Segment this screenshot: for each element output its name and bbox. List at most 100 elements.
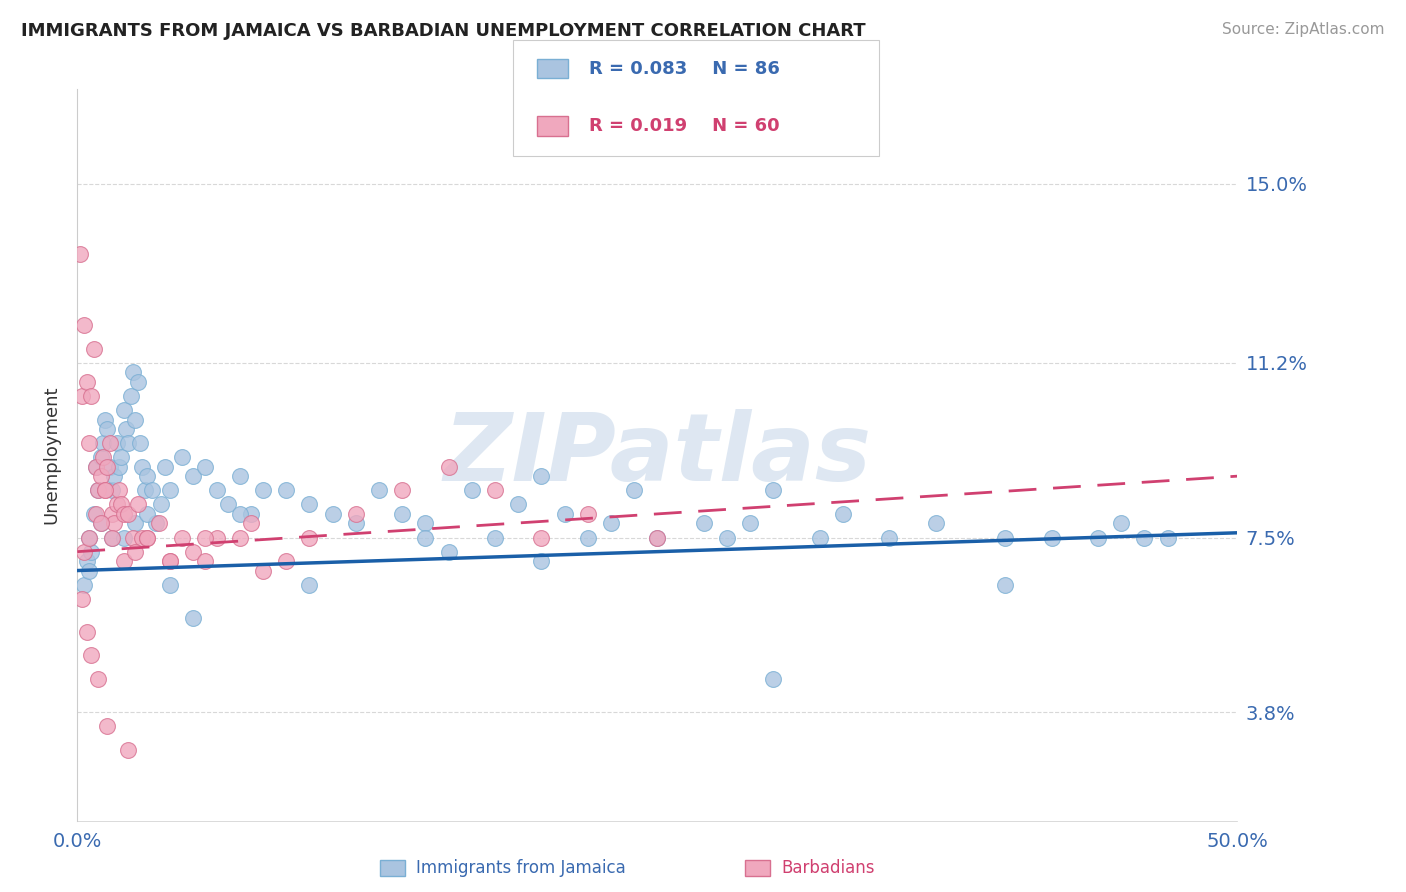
Point	[124, 412, 146, 426]
Point	[101, 531, 124, 545]
Point	[228, 469, 252, 483]
Point	[103, 516, 125, 531]
Point	[115, 422, 138, 436]
Text: Barbadians: Barbadians	[782, 859, 876, 877]
Point	[194, 531, 217, 545]
Point	[240, 516, 263, 531]
Point	[554, 507, 576, 521]
Point	[84, 459, 107, 474]
Point	[413, 516, 436, 531]
Point	[530, 531, 553, 545]
Point	[576, 507, 599, 521]
Point	[148, 516, 170, 531]
Point	[484, 483, 506, 498]
Point	[716, 531, 738, 545]
Point	[647, 531, 669, 545]
Point	[77, 531, 100, 545]
Point	[437, 459, 460, 474]
Point	[344, 507, 367, 521]
Point	[276, 483, 298, 498]
Point	[1133, 531, 1156, 545]
Point	[117, 436, 139, 450]
Text: Source: ZipAtlas.com: Source: ZipAtlas.com	[1222, 22, 1385, 37]
Point	[228, 531, 252, 545]
Point	[96, 459, 118, 474]
Point	[252, 483, 274, 498]
Point	[145, 516, 167, 531]
Point	[994, 531, 1017, 545]
Point	[228, 507, 252, 521]
Point	[762, 483, 785, 498]
Point	[112, 531, 135, 545]
Point	[205, 483, 228, 498]
Point	[76, 554, 98, 568]
Point	[136, 507, 159, 521]
Y-axis label: Unemployment: Unemployment	[42, 385, 60, 524]
Point	[83, 507, 105, 521]
Point	[141, 483, 163, 498]
Point	[90, 450, 111, 465]
Point	[76, 375, 98, 389]
Point	[391, 483, 413, 498]
Point	[124, 544, 146, 558]
Point	[576, 531, 599, 545]
Point	[77, 436, 100, 450]
Point	[159, 483, 181, 498]
Point	[344, 516, 367, 531]
Point	[73, 318, 96, 333]
Point	[240, 507, 263, 521]
Point	[159, 554, 181, 568]
Point	[117, 743, 139, 757]
Point	[87, 483, 110, 498]
Point	[1111, 516, 1133, 531]
Point	[91, 436, 114, 450]
Text: Immigrants from Jamaica: Immigrants from Jamaica	[416, 859, 626, 877]
Point	[276, 554, 298, 568]
Point	[131, 459, 153, 474]
Point	[83, 342, 105, 356]
Point	[159, 577, 181, 591]
Text: IMMIGRANTS FROM JAMAICA VS BARBADIAN UNEMPLOYMENT CORRELATION CHART: IMMIGRANTS FROM JAMAICA VS BARBADIAN UNE…	[21, 22, 866, 40]
Point	[183, 544, 205, 558]
Point	[98, 436, 121, 450]
Point	[73, 577, 96, 591]
Point	[108, 459, 131, 474]
Point	[136, 531, 159, 545]
Point	[530, 469, 553, 483]
Point	[1040, 531, 1063, 545]
Point	[159, 554, 181, 568]
Point	[647, 531, 669, 545]
Point	[1087, 531, 1109, 545]
Point	[80, 389, 103, 403]
Point	[194, 459, 217, 474]
Point	[194, 554, 217, 568]
Point	[832, 507, 855, 521]
Point	[368, 483, 391, 498]
Point	[530, 554, 553, 568]
Point	[101, 483, 124, 498]
Point	[91, 450, 114, 465]
Point	[84, 459, 107, 474]
Point	[103, 469, 125, 483]
Point	[80, 544, 103, 558]
Point	[693, 516, 716, 531]
Point	[484, 531, 506, 545]
Point	[170, 450, 193, 465]
Point	[740, 516, 762, 531]
Point	[101, 531, 124, 545]
Point	[94, 483, 117, 498]
Point	[127, 498, 149, 512]
Point	[298, 498, 321, 512]
Point	[80, 648, 103, 663]
Point	[1156, 531, 1178, 545]
Point	[124, 516, 146, 531]
Point	[87, 483, 110, 498]
Point	[112, 507, 135, 521]
Point	[808, 531, 831, 545]
Point	[96, 719, 118, 733]
Point	[183, 469, 205, 483]
Point	[623, 483, 645, 498]
Point	[90, 516, 111, 531]
Point	[110, 498, 132, 512]
Point	[105, 436, 128, 450]
